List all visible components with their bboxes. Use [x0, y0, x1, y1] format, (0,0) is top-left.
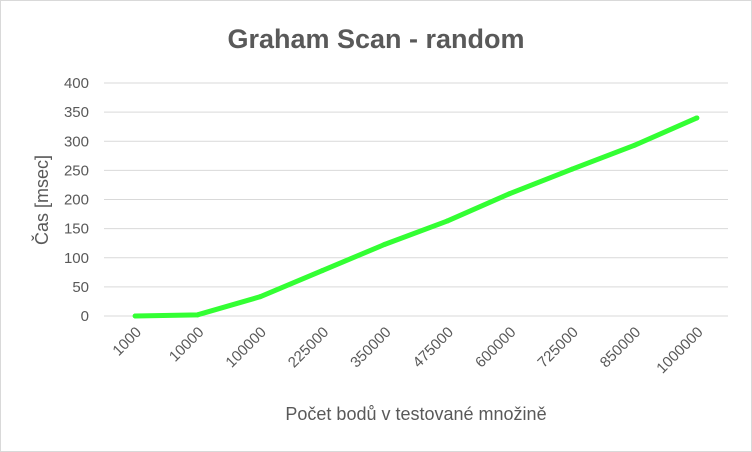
data-point: [694, 115, 700, 121]
x-tick-label: 1000000: [653, 324, 706, 377]
x-tick-label: 10000: [166, 324, 208, 366]
y-tick-label: 250: [64, 162, 89, 179]
x-tick-label: 350000: [347, 324, 394, 371]
series-line: [132, 115, 700, 319]
data-point: [631, 142, 637, 148]
chart-title: Graham Scan - random: [227, 24, 524, 54]
data-point: [195, 312, 201, 318]
x-tick-label: 475000: [410, 324, 457, 371]
y-tick-label: 100: [64, 250, 89, 267]
x-axis-label: Počet bodů v testované množině: [285, 404, 546, 424]
data-point: [507, 191, 513, 197]
data-point: [319, 268, 325, 274]
y-tick-label: 350: [64, 104, 89, 121]
y-tick-label: 0: [81, 308, 89, 325]
data-point: [382, 241, 388, 247]
x-tick-label: 100000: [222, 324, 269, 371]
y-tick-label: 200: [64, 192, 89, 209]
data-point: [132, 313, 138, 319]
y-tick-label: 50: [72, 279, 89, 296]
x-tick-label: 850000: [597, 324, 644, 371]
gridlines: [104, 82, 728, 317]
x-tick-label: 600000: [472, 324, 519, 371]
x-tick-label: 725000: [534, 324, 581, 371]
data-point: [444, 218, 450, 224]
y-tick-label: 400: [64, 75, 89, 92]
x-axis-ticks: 1000 10000 100000 225000 350000 475000 600000 7…: [109, 324, 706, 377]
data-point: [257, 294, 263, 300]
y-tick-label: 150: [64, 221, 89, 238]
x-tick-label: 1000: [109, 324, 145, 360]
data-point: [569, 166, 575, 172]
y-axis-ticks: 0 50 100 150 200 250 300 350 400: [64, 75, 89, 325]
series-group: [132, 115, 700, 319]
y-tick-label: 300: [64, 133, 89, 150]
y-axis-label: Čas [msec]: [31, 155, 52, 245]
x-tick-label: 225000: [285, 324, 332, 371]
